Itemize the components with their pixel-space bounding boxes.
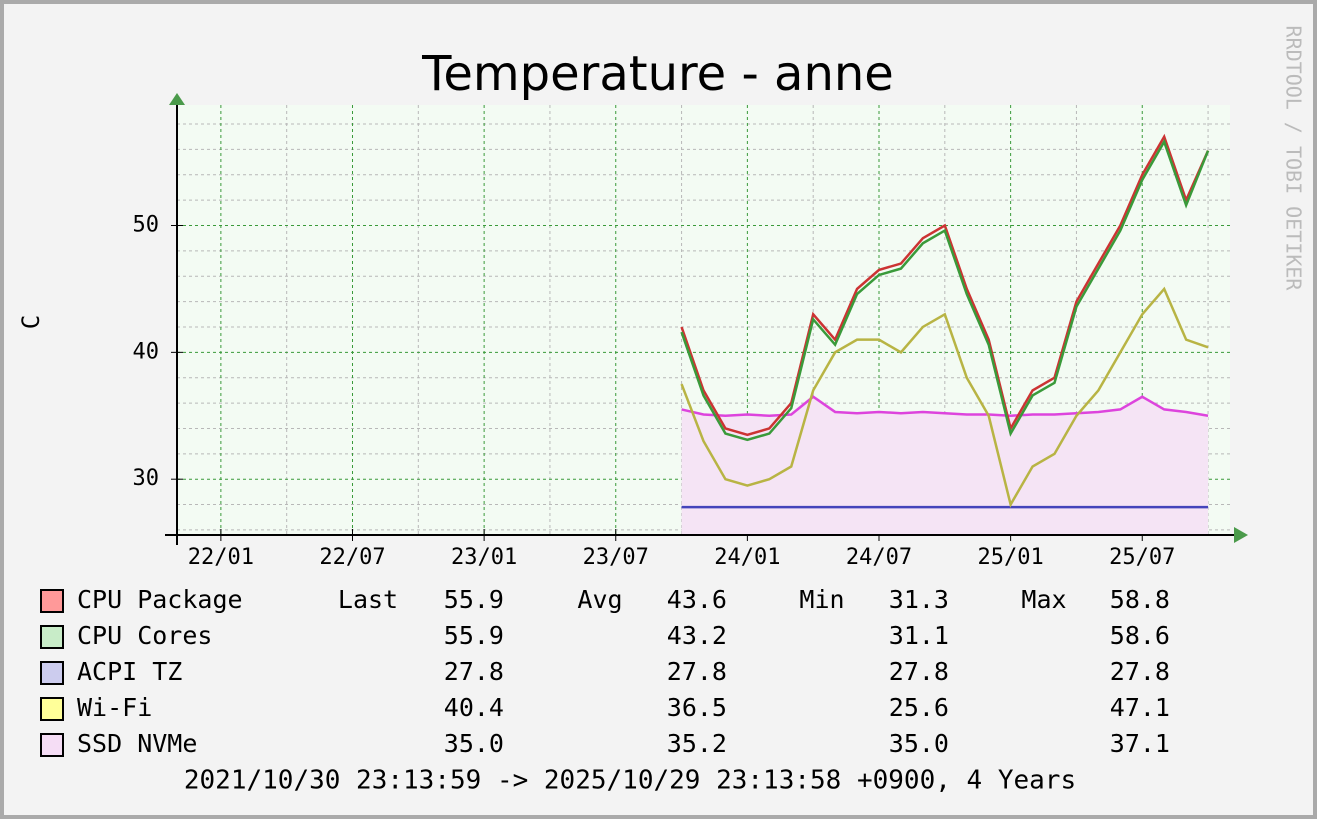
legend-header: Avg	[577, 585, 622, 614]
legend-swatch	[40, 661, 64, 685]
series-line	[680, 286, 1209, 508]
x-tick-label: 23/07	[583, 545, 649, 570]
series-line	[681, 395, 1209, 418]
footer: 2021/10/30 23:13:59 -> 2025/10/29 23:13:…	[184, 766, 1076, 796]
legend-swatch	[40, 589, 64, 613]
x-tick-label: 22/01	[188, 545, 254, 570]
x-tick-label: 24/01	[714, 545, 780, 570]
legend-header: Min	[799, 585, 844, 614]
legend-stat: 31.3	[889, 585, 949, 614]
x-tick-label: 23/01	[451, 545, 517, 570]
legend-stat: 58.6	[1110, 621, 1170, 650]
legend-stat: 37.1	[1110, 729, 1170, 758]
legend-stat: 35.0	[444, 729, 504, 758]
legend-label: CPU Package	[77, 585, 243, 614]
legend-label: Wi-Fi	[77, 693, 152, 722]
legend-swatch	[40, 625, 64, 649]
area	[681, 396, 1209, 535]
legend-stat: 27.8	[889, 657, 949, 686]
legend-stat: 43.2	[667, 621, 727, 650]
legend-stat: 25.6	[889, 693, 949, 722]
legend-swatch	[40, 733, 64, 757]
watermark: RRDTOOL / TOBI OETIKER	[1282, 26, 1306, 292]
legend-label: CPU Cores	[77, 621, 212, 650]
legend-stat: 31.1	[889, 621, 949, 650]
legend-label: ACPI TZ	[77, 657, 182, 686]
legend-stat: 27.8	[444, 657, 504, 686]
series-line	[680, 133, 1210, 437]
x-tick-label: 22/07	[319, 545, 385, 570]
x-tick-label: 25/07	[1109, 545, 1175, 570]
x-tick-label: 24/07	[846, 545, 912, 570]
legend-stat: 58.8	[1110, 585, 1170, 614]
y-tick-label: 50	[133, 213, 160, 238]
legend-header: Last	[338, 585, 398, 614]
y-axis-arrow	[169, 93, 185, 105]
legend-stat: 40.4	[444, 693, 504, 722]
legend-stat: 43.6	[667, 585, 727, 614]
chart-title: Temperature - anne	[421, 46, 894, 102]
legend-label: SSD NVMe	[77, 729, 197, 758]
y-tick-label: 30	[133, 466, 160, 491]
y-tick-label: 40	[133, 339, 160, 364]
legend-stat: 55.9	[444, 585, 504, 614]
x-tick-label: 25/01	[978, 545, 1044, 570]
y-axis-label: C	[17, 315, 45, 329]
legend-swatch	[40, 697, 64, 721]
legend-stat: 27.8	[1110, 657, 1170, 686]
legend-stat: 35.0	[889, 729, 949, 758]
x-axis-arrow	[1234, 527, 1248, 543]
legend-header: Max	[1021, 585, 1066, 614]
series-line	[680, 138, 1210, 442]
legend-stat: 36.5	[667, 693, 727, 722]
legend-stat: 35.2	[667, 729, 727, 758]
legend-stat: 47.1	[1110, 693, 1170, 722]
legend-stat: 27.8	[667, 657, 727, 686]
legend-stat: 55.9	[444, 621, 504, 650]
